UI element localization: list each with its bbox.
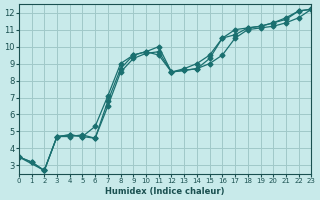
X-axis label: Humidex (Indice chaleur): Humidex (Indice chaleur)	[105, 187, 225, 196]
